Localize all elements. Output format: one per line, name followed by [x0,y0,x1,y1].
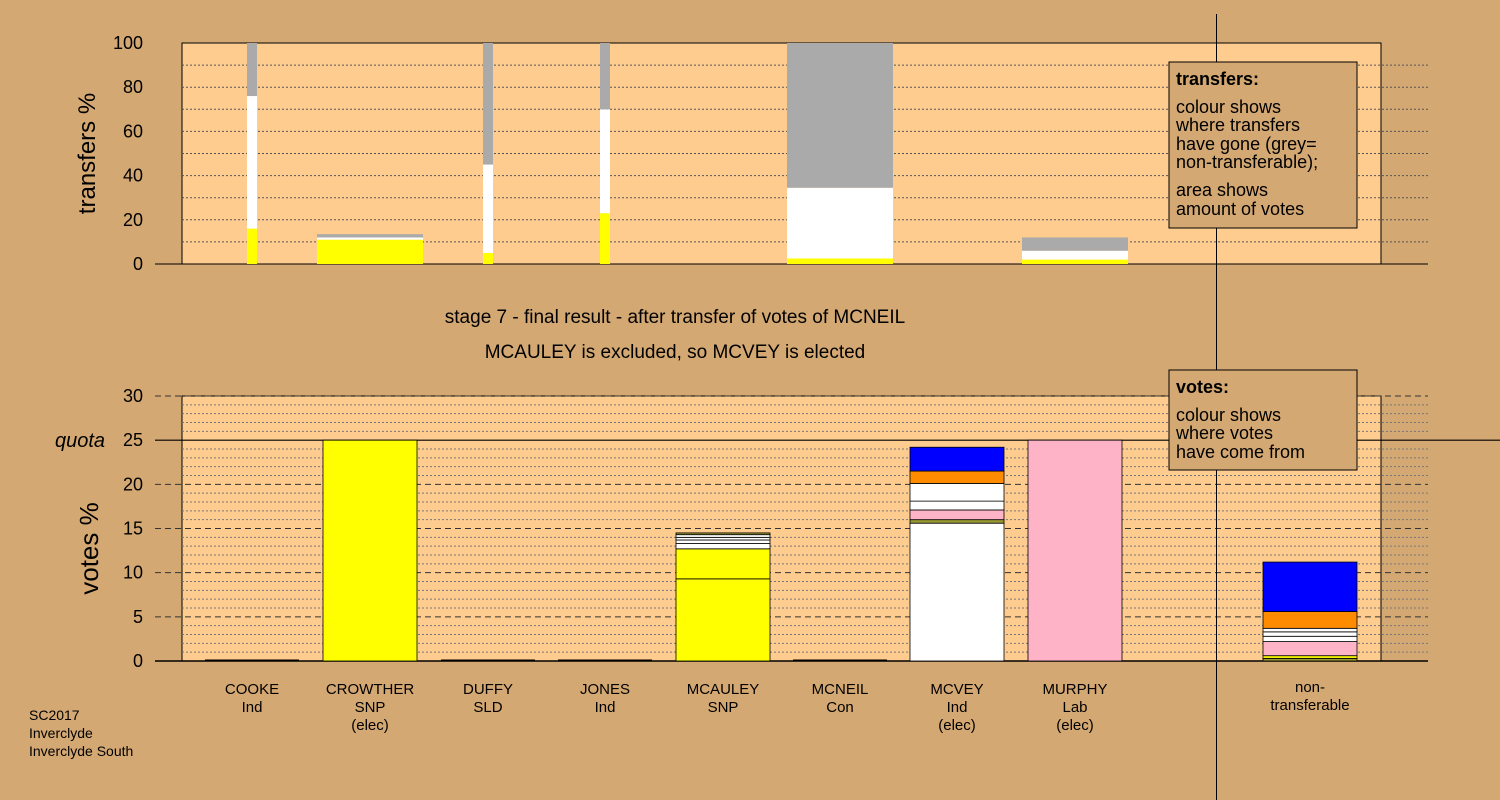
transfer-bar-jones-white [600,109,610,214]
quota-label: quota [55,430,105,452]
votes-ytick-label: 25 [123,430,143,450]
vote-bar-mcauley-white [675,539,771,544]
transfer-bar-murphy-white [1022,250,1128,260]
candidate-label-mcauley: SNP [708,699,739,716]
votes-ytick-label: 20 [123,474,143,494]
transfers-legend-text: have gone (grey= [1176,134,1317,154]
vote-bar-mcauley-yellow [675,578,771,662]
vote-bar-mcvey-white [909,522,1005,662]
votes-legend-text: where votes [1175,423,1273,443]
votes-legend-text: votes: [1176,377,1229,397]
transfer-bar-jones-grey [600,43,610,110]
votes-legend-text: have come from [1176,442,1305,462]
transfers-ylabel: transfers % [74,93,101,214]
transfers-ytick-label: 40 [123,166,143,186]
transfer-bar-jones-yellow [600,213,610,264]
transfer-bar-crowther-grey [317,234,423,238]
stage-title: stage 7 - final result - after transfer … [445,307,905,328]
vote-bar-crowther-yellow [322,439,418,662]
candidate-label-crowther: CROWTHER [326,681,414,698]
vote-bar-mcvey-white [909,483,1005,502]
transfers-legend-text: non-transferable); [1176,152,1318,172]
transfer-bar-crowther-white [317,237,423,240]
vote-bar-mcvey-orange [909,470,1005,484]
transfer-bar-cooke-grey [247,43,257,97]
vote-bar-mcauley-white [675,543,771,550]
non-transferable-label: non- [1295,679,1325,696]
votes-ytick-label: 0 [133,651,143,671]
vote-bar-murphy-pink [1027,439,1123,662]
transfer-bar-crowther-yellow [317,239,423,264]
vote-bar-mcvey-white [909,500,1005,511]
candidate-label-jones: Ind [595,699,616,716]
candidate-label-mcvey: (elec) [938,717,976,734]
transfers-ytick-label: 80 [123,77,143,97]
votes-ytick-label: 30 [123,386,143,406]
transfers-legend-text: area shows [1176,180,1268,200]
candidate-label-mcvey: MCVEY [930,681,983,698]
candidate-label-mcvey: Ind [947,699,968,716]
transfer-bar-duffy-grey [483,43,493,165]
candidate-label-cooke: Ind [242,699,263,716]
transfer-bar-mcneil-white [787,187,893,259]
transfer-bar-mcneil-grey [787,43,893,188]
candidate-label-mcauley: MCAULEY [687,681,760,698]
transfers-legend-text: transfers: [1176,69,1259,89]
transfer-bar-murphy-yellow [1022,259,1128,264]
vote-bar-non-transferable-white [1262,627,1358,633]
stage-subtitle: MCAULEY is excluded, so MCVEY is elected [485,342,866,363]
transfer-bar-duffy-yellow [483,252,493,264]
candidate-label-murphy: (elec) [1056,717,1094,734]
votes-panel: 0 5 10 15 20 quota 25 30 votes % [55,386,1500,671]
transfers-ytick-label: 0 [133,254,143,274]
vote-bar-mcauley-olive [675,532,771,536]
transfers-legend-text: amount of votes [1176,199,1304,219]
transfers-ytick-label: 60 [123,121,143,141]
candidate-label-murphy: Lab [1062,699,1087,716]
candidate-label-crowther: (elec) [351,717,389,734]
transfer-bar-cooke-white [247,96,257,229]
transfer-bar-duffy-white [483,164,493,253]
transfers-ytick-label: 100 [113,33,143,53]
footer-line-2: Inverclyde [29,725,93,741]
non-transferable-label: transferable [1270,697,1349,714]
vote-bar-non-transferable-white [1262,635,1358,642]
transfer-bar-mcneil-yellow [787,258,893,264]
candidate-labels: COOKEIndCROWTHERSNP(elec)DUFFYSLDJONESIn… [225,679,1350,734]
transfers-legend-text: colour shows [1176,97,1281,117]
candidate-label-mcneil: MCNEIL [812,681,869,698]
votes-ytick-label: 10 [123,563,143,583]
candidate-label-mcneil: Con [826,699,854,716]
votes-legend-text: colour shows [1176,405,1281,425]
vote-bar-mcvey-pink [909,509,1005,521]
vote-bar-non-transferable-orange [1262,611,1358,629]
transfer-bar-murphy-grey [1022,237,1128,251]
candidate-label-crowther: SNP [355,699,386,716]
vote-bar-non-transferable-white [1262,631,1358,637]
vote-bar-mcvey-olive [909,519,1005,524]
transfers-legend-text: where transfers [1175,115,1300,135]
vote-bar-non-transferable-blue [1262,561,1358,612]
transfers-ytick-label: 20 [123,210,143,230]
vote-bar-mcauley-yellow [675,548,771,580]
votes-ytick-label: 15 [123,519,143,539]
candidate-label-cooke: COOKE [225,681,279,698]
transfers-legend-box [1168,61,1358,229]
candidate-label-duffy: DUFFY [463,681,513,698]
candidate-label-murphy: MURPHY [1042,681,1107,698]
vote-bar-mcvey-blue [909,446,1005,472]
candidate-label-jones: JONES [580,681,630,698]
candidate-label-duffy: SLD [473,699,502,716]
footer-line-3: Inverclyde South [29,743,133,759]
votes-ylabel: votes % [74,502,104,595]
transfer-bar-cooke-yellow [247,228,257,264]
votes-ytick-label: 5 [133,607,143,627]
votes-legend-box [1168,369,1358,471]
vote-bar-non-transferable-pink [1262,641,1358,657]
footer-line-1: SC2017 [29,707,80,723]
